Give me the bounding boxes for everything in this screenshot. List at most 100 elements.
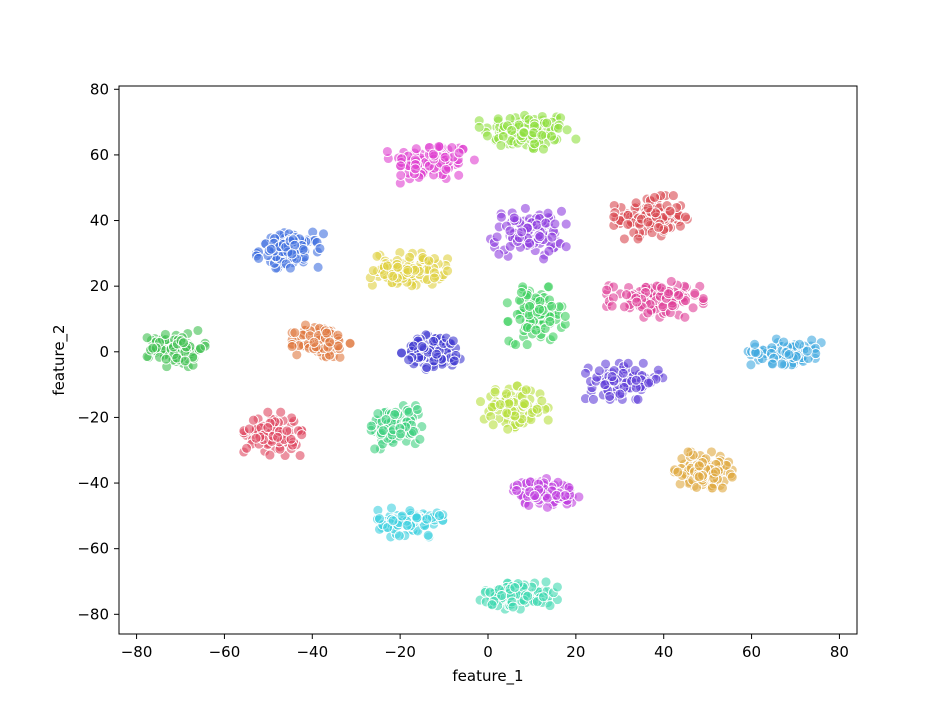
data-point [559,310,571,322]
data-point [588,393,599,405]
data-point [622,357,634,369]
data-point [529,490,541,501]
data-point [501,388,512,400]
data-point [318,228,329,240]
data-point [531,403,543,415]
data-point [365,420,377,432]
data-point [537,591,549,603]
data-point [549,218,561,230]
data-point [473,121,485,133]
data-point [377,425,389,436]
data-point [749,338,761,350]
plot-frame [118,85,858,635]
data-point [601,284,613,296]
data-point [410,143,422,155]
data-point [421,362,433,373]
data-point [680,211,691,223]
data-point [540,576,552,588]
data-point [519,202,531,214]
data-point [395,169,407,181]
data-point [250,432,262,444]
data-point [507,601,519,613]
data-point [392,261,404,273]
data-point [664,205,676,217]
data-point [642,307,654,319]
data-point [745,359,757,371]
data-point [369,443,381,455]
data-point [508,212,520,224]
data-point [531,219,543,231]
data-point [289,327,301,339]
data-point [614,388,626,400]
data-point [495,211,507,223]
y-tick-label: 80 [90,80,109,98]
data-point [794,338,805,350]
data-point [393,530,405,542]
data-point [447,335,459,347]
y-tick-label: −60 [77,540,109,558]
data-point [404,251,416,263]
data-point [372,408,384,420]
data-point [706,482,718,494]
data-point [312,261,324,273]
data-point [687,302,699,314]
data-point [387,515,399,527]
data-point [643,377,655,389]
y-tick-label: 40 [90,212,109,230]
data-point [496,590,508,601]
data-point [427,148,439,160]
data-point [665,275,677,287]
data-point [618,233,630,245]
data-point [642,216,654,228]
data-point [674,220,686,232]
data-point [286,248,298,260]
data-point [380,414,392,426]
points-layer [141,109,827,615]
data-point [262,406,274,418]
x-tick-label: 60 [742,643,761,661]
data-point [617,367,629,379]
data-point [663,288,674,300]
data-point [522,590,534,602]
data-point [495,140,507,151]
data-point [689,287,701,299]
data-point [374,513,385,525]
data-point [518,127,530,139]
data-point [630,374,642,386]
data-point [389,409,401,420]
data-point [543,245,555,257]
data-point [599,379,611,391]
data-point [521,339,533,351]
data-point [387,270,399,282]
y-tick-label: −80 [77,605,109,623]
x-tick-label: 20 [566,643,585,661]
data-point [324,336,336,348]
data-point [710,466,722,478]
data-point [604,390,616,402]
data-point [275,406,287,418]
data-point [409,163,421,175]
data-point [621,289,632,301]
y-tick-label: −20 [77,408,109,426]
data-point [556,205,567,217]
data-point [294,450,306,461]
data-point [632,393,644,405]
data-point [726,471,738,483]
data-point [642,202,654,214]
data-point [632,233,644,245]
data-point [518,398,530,410]
data-point [559,490,571,501]
data-point [546,130,557,142]
data-point [411,512,423,524]
data-point [281,425,293,437]
data-point [321,327,333,339]
data-point [453,147,465,159]
data-point [195,343,206,354]
data-point [300,319,311,331]
x-tick-label: −20 [384,643,416,661]
data-point [656,282,668,294]
data-point [551,581,563,593]
data-point [541,501,553,513]
data-point [497,131,509,142]
